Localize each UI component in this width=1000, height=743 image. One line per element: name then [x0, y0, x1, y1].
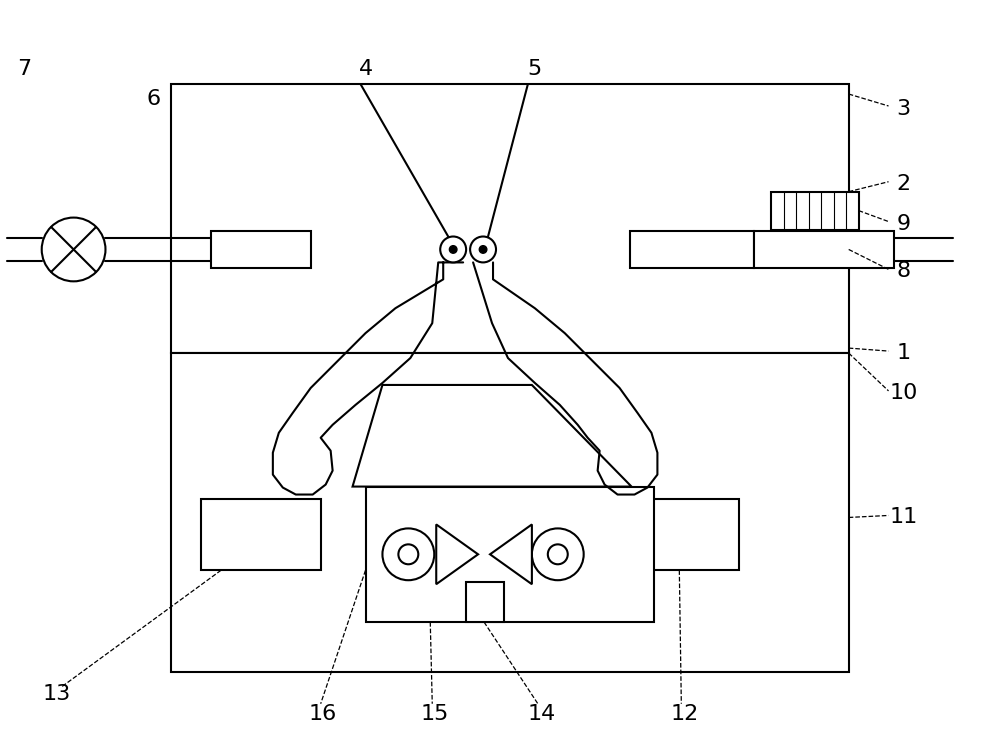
- Bar: [620, 499, 739, 571]
- Bar: [466, 583, 504, 622]
- Text: 10: 10: [889, 383, 918, 403]
- Circle shape: [532, 528, 584, 580]
- Polygon shape: [490, 525, 532, 584]
- Text: 11: 11: [889, 507, 918, 528]
- Text: 2: 2: [896, 174, 911, 194]
- Bar: [630, 230, 754, 268]
- Text: 16: 16: [309, 704, 337, 724]
- Bar: [366, 487, 654, 622]
- Text: 3: 3: [896, 99, 911, 119]
- Text: 14: 14: [528, 704, 556, 724]
- Text: 9: 9: [896, 213, 911, 233]
- Bar: [771, 192, 859, 230]
- Circle shape: [398, 545, 418, 564]
- Bar: [171, 353, 849, 672]
- Polygon shape: [353, 385, 632, 487]
- Circle shape: [440, 236, 466, 262]
- Bar: [171, 84, 849, 353]
- Text: 1: 1: [896, 343, 911, 363]
- Text: 12: 12: [670, 704, 698, 724]
- Circle shape: [449, 246, 457, 253]
- Polygon shape: [436, 525, 478, 584]
- Text: 13: 13: [43, 684, 71, 704]
- Text: 8: 8: [896, 262, 911, 282]
- Text: 5: 5: [528, 59, 542, 80]
- Bar: [754, 230, 894, 268]
- Circle shape: [479, 246, 487, 253]
- Circle shape: [382, 528, 434, 580]
- Bar: [211, 230, 311, 268]
- Text: 4: 4: [358, 59, 373, 80]
- Circle shape: [470, 236, 496, 262]
- Text: 6: 6: [146, 89, 160, 109]
- Bar: [201, 499, 321, 571]
- Circle shape: [548, 545, 568, 564]
- Circle shape: [42, 218, 105, 282]
- Text: 15: 15: [421, 704, 449, 724]
- Text: 7: 7: [17, 59, 31, 80]
